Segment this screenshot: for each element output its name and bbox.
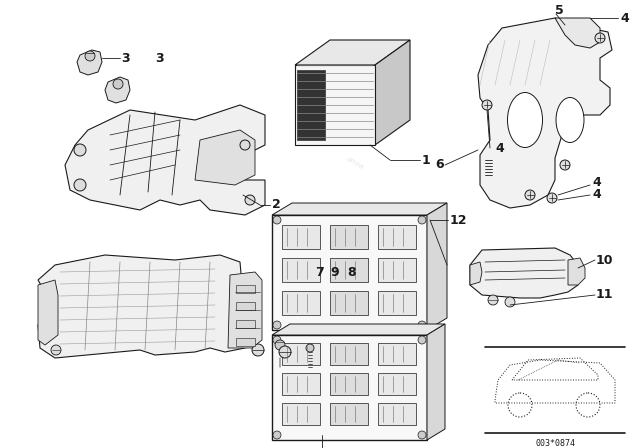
Text: 4: 4 [620,12,628,25]
Polygon shape [105,77,130,103]
Text: 5: 5 [555,4,564,17]
Circle shape [273,216,281,224]
Circle shape [418,321,426,329]
Text: 11: 11 [596,289,614,302]
Polygon shape [478,18,612,208]
Ellipse shape [556,98,584,142]
Circle shape [275,340,285,350]
Ellipse shape [508,92,543,147]
Polygon shape [470,248,578,298]
Circle shape [418,431,426,439]
Text: 2: 2 [272,198,281,211]
Polygon shape [330,403,368,425]
Text: 10: 10 [596,254,614,267]
Text: 7: 7 [315,266,324,279]
Polygon shape [378,373,416,395]
Circle shape [505,297,515,307]
Polygon shape [330,258,368,282]
Text: 8: 8 [347,266,356,279]
Polygon shape [427,203,447,330]
Polygon shape [375,40,410,145]
Circle shape [113,79,123,89]
Text: 6: 6 [435,159,444,172]
Polygon shape [272,324,445,335]
Circle shape [488,295,498,305]
Polygon shape [77,50,102,75]
Circle shape [306,344,314,352]
Circle shape [273,431,281,439]
Polygon shape [330,343,368,365]
Text: 3: 3 [121,52,130,65]
Polygon shape [195,130,255,185]
Circle shape [418,336,426,344]
Circle shape [74,144,86,156]
Polygon shape [282,373,320,395]
Polygon shape [282,291,320,315]
Polygon shape [38,280,58,345]
Circle shape [547,193,557,203]
Polygon shape [378,258,416,282]
Circle shape [595,33,605,43]
Circle shape [482,100,492,110]
Polygon shape [295,40,410,65]
Circle shape [273,321,281,329]
Text: 3: 3 [155,52,164,65]
Polygon shape [282,225,320,249]
Polygon shape [236,338,255,346]
Text: 4: 4 [592,189,601,202]
Polygon shape [470,262,482,285]
Text: 4: 4 [592,176,601,189]
Polygon shape [295,65,375,145]
Text: 4: 4 [495,142,504,155]
Polygon shape [38,255,255,358]
Circle shape [279,346,291,358]
Circle shape [273,336,281,344]
Polygon shape [378,225,416,249]
Polygon shape [330,291,368,315]
Polygon shape [282,343,320,365]
Text: arrow: arrow [345,156,365,171]
Polygon shape [236,285,255,293]
Text: 12: 12 [450,214,467,227]
Circle shape [252,344,264,356]
Circle shape [51,345,61,355]
Polygon shape [65,105,265,215]
Polygon shape [568,258,585,285]
Polygon shape [297,70,325,140]
Text: 1: 1 [422,154,431,167]
Circle shape [560,160,570,170]
Polygon shape [236,302,255,310]
Polygon shape [282,403,320,425]
Polygon shape [378,343,416,365]
Polygon shape [272,203,447,215]
Polygon shape [330,225,368,249]
Polygon shape [378,291,416,315]
Circle shape [240,140,250,150]
Circle shape [85,51,95,61]
Polygon shape [272,335,427,440]
Polygon shape [555,18,600,48]
Polygon shape [378,403,416,425]
Polygon shape [282,258,320,282]
Text: 003*0874: 003*0874 [535,439,575,448]
Text: 9: 9 [330,266,339,279]
Polygon shape [272,215,427,330]
Circle shape [245,195,255,205]
Circle shape [418,216,426,224]
Polygon shape [236,320,255,328]
Polygon shape [427,324,445,440]
Polygon shape [228,272,262,348]
Circle shape [74,179,86,191]
Circle shape [525,190,535,200]
Polygon shape [330,373,368,395]
